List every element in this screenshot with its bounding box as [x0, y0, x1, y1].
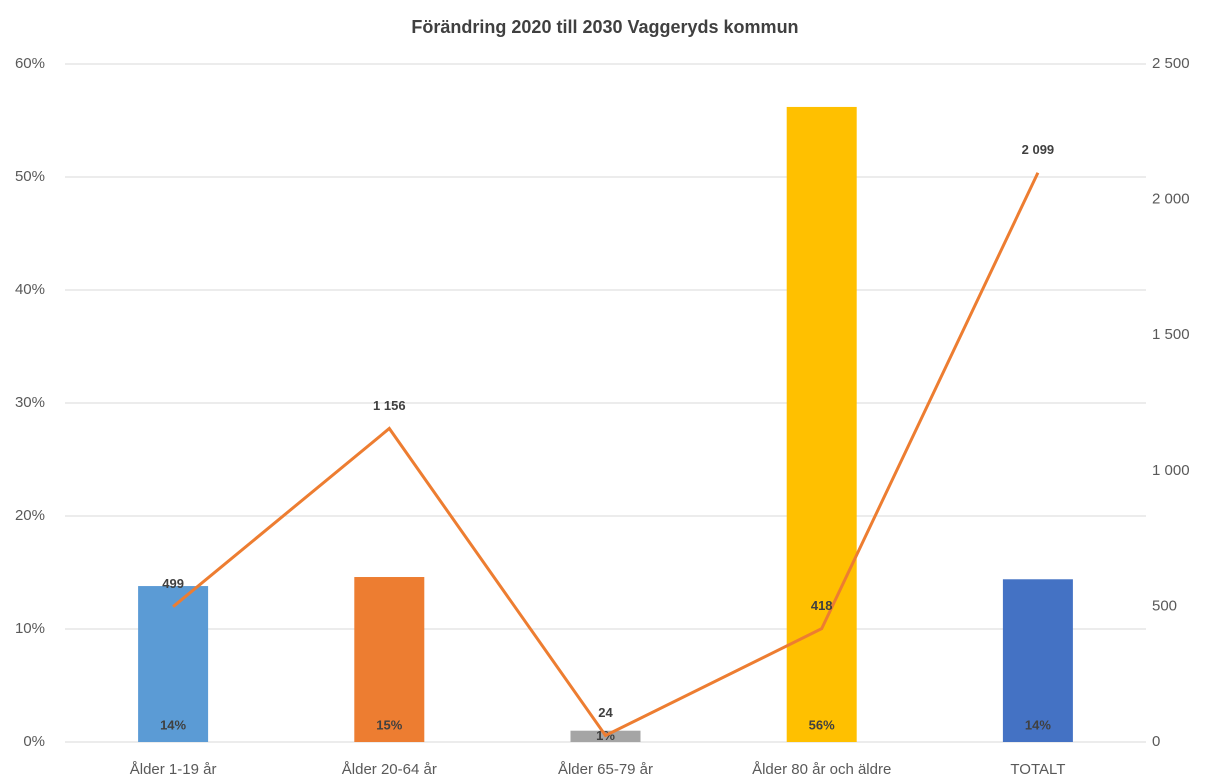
data-label: 15% [376, 717, 402, 732]
bar [138, 586, 209, 742]
y-tick-label: 0% [23, 733, 45, 750]
bar [1002, 579, 1073, 742]
data-label: 14% [160, 717, 186, 732]
y2-tick-label: 500 [1152, 597, 1177, 614]
y-tick-label: 20% [15, 507, 45, 524]
data-label: 56% [809, 717, 835, 732]
y2-tick-label: 2 500 [1152, 55, 1190, 72]
data-label: 499 [162, 576, 184, 591]
y2-tick-label: 2 000 [1152, 191, 1190, 208]
y2-tick-label: 1 000 [1152, 462, 1190, 479]
chart-title: Förändring 2020 till 2030 Vaggeryds komm… [411, 17, 798, 37]
data-label: 14% [1025, 717, 1051, 732]
bar [354, 577, 425, 742]
y-tick-label: 50% [15, 168, 45, 185]
y-tick-label: 60% [15, 55, 45, 72]
y-tick-label: 10% [15, 620, 45, 637]
y2-tick-label: 0 [1152, 733, 1160, 750]
x-tick-label: Ålder 1-19 år [130, 761, 217, 778]
x-tick-label: Ålder 80 år och äldre [752, 761, 891, 778]
data-label: 1 156 [373, 398, 406, 413]
line [172, 172, 1040, 738]
y2-tick-label: 1 500 [1152, 326, 1190, 343]
y-tick-label: 30% [15, 394, 45, 411]
x-tick-label: TOTALT [1010, 761, 1065, 778]
x-tick-label: Ålder 20-64 år [342, 761, 437, 778]
bar [786, 106, 857, 742]
data-label: 418 [811, 598, 833, 613]
y-tick-label: 40% [15, 281, 45, 298]
data-label: 2 099 [1022, 142, 1055, 157]
x-tick-label: Ålder 65-79 år [558, 761, 653, 778]
data-label: 24 [598, 705, 613, 720]
